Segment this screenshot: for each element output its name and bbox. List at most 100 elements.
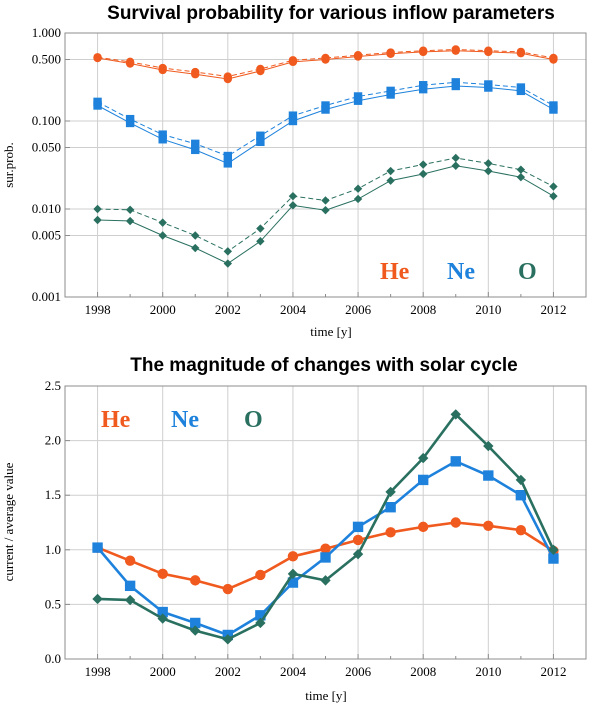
data-point-o (549, 191, 558, 201)
data-point-ne (256, 137, 265, 147)
data-point-ne (223, 159, 233, 168)
x-axis-label: time [y] (310, 324, 352, 339)
x-tick-label: 2002 (215, 302, 241, 317)
data-point-o (386, 166, 395, 176)
data-point-o (93, 204, 102, 214)
data-point-ne (320, 552, 331, 563)
data-point-he (515, 524, 527, 536)
plot-frame (64, 385, 587, 660)
series-line-o-dashed (97, 157, 554, 252)
y-tick-label: 2.0 (45, 433, 61, 448)
data-point-he (287, 551, 299, 562)
data-point-he (352, 534, 364, 546)
chart-title: Survival probability for various inflow … (107, 3, 555, 24)
y-tick-label: 1.5 (45, 487, 61, 502)
x-tick-label: 2012 (540, 664, 566, 679)
y-tick-label: 0.010 (32, 201, 61, 216)
data-point-ne (191, 139, 200, 149)
data-point-ne (288, 116, 298, 126)
data-point-o (484, 166, 493, 176)
data-point-he (223, 72, 233, 81)
annotation-o: O (244, 407, 263, 433)
data-point-he (450, 517, 461, 528)
data-point-o (549, 182, 558, 191)
data-point-ne (223, 151, 233, 161)
data-point-o (451, 153, 460, 163)
data-point-o (256, 237, 265, 246)
data-point-he (320, 543, 331, 554)
data-point-o (288, 191, 298, 201)
data-point-ne (548, 553, 559, 564)
axis-ticks: 1998 2000 2002 2004 2006 2008 2010 2012 0.001 0.0… (32, 25, 587, 317)
x-tick-label: 2008 (410, 664, 436, 679)
data-point-o (516, 165, 526, 174)
data-point-he (125, 57, 135, 67)
annotation-o: O (518, 259, 537, 285)
x-tick-label: 2006 (345, 664, 372, 679)
data-point-ne (288, 111, 298, 120)
data-point-ne (483, 470, 494, 481)
data-point-he (124, 555, 136, 566)
data-point-ne (190, 617, 201, 629)
data-point-o (190, 625, 201, 636)
data-point-o (191, 243, 200, 253)
x-tick-label: 1998 (85, 664, 111, 679)
data-point-he (222, 583, 234, 595)
annotation-he: He (101, 407, 131, 433)
data-point-o (516, 172, 526, 182)
data-point-o (353, 184, 363, 193)
data-point-he (157, 568, 168, 580)
data-point-ne (92, 542, 103, 553)
data-point-ne (451, 78, 460, 87)
x-tick-label: 2004 (280, 664, 307, 679)
data-point-o (158, 231, 167, 240)
survival-probability-chart: Survival probability for various inflow … (1, 3, 587, 339)
data-point-o (484, 159, 493, 168)
data-point-ne (418, 81, 428, 90)
data-point-he (418, 46, 428, 55)
data-point-he (484, 46, 493, 55)
data-point-he (386, 48, 395, 57)
data-point-o (125, 216, 135, 226)
data-point-o (191, 231, 200, 240)
solar-cycle-chart: The magnitude of changes with solar cycl… (1, 355, 587, 703)
y-axis-label: current / average value (1, 462, 16, 581)
data-point-he (158, 63, 167, 73)
data-point-ne (353, 96, 363, 105)
data-point-he (353, 50, 363, 60)
x-axis-label: time [y] (305, 688, 347, 703)
annotation-he: He (380, 259, 410, 285)
y-axis-label: sur.prob. (1, 142, 16, 188)
y-tick-label: 0.001 (32, 289, 61, 304)
data-point-he (516, 47, 526, 57)
data-point-ne (191, 145, 200, 155)
grid (65, 33, 586, 297)
y-tick-label: 1.0 (45, 542, 61, 557)
series-line-ne (97, 85, 554, 164)
grid (65, 386, 586, 659)
x-tick-label: 2012 (540, 302, 566, 317)
data-point-o (321, 196, 330, 205)
data-point-he (549, 53, 558, 63)
data-point-o (256, 224, 265, 233)
data-point-o (93, 215, 102, 225)
data-point-ne (158, 135, 167, 144)
data-point-o (515, 474, 527, 486)
data-point-ne (158, 130, 167, 139)
data-point-ne (287, 577, 299, 588)
data-point-he (483, 520, 494, 531)
data-point-o (222, 634, 234, 645)
data-point-he (321, 53, 330, 63)
y-tick-label: 0.100 (32, 113, 61, 128)
data-point-ne (450, 456, 461, 467)
data-point-o (288, 201, 298, 210)
data-point-ne (321, 101, 330, 110)
series-line-ne-dashed (97, 81, 554, 157)
data-point-he (190, 575, 201, 586)
axis-ticks: 1998 2000 2002 2004 2006 2008 2010 2012 0.0 0.5 1.… (45, 378, 587, 679)
data-point-o (418, 160, 428, 169)
data-point-he (256, 64, 265, 74)
data-point-o (223, 247, 233, 256)
y-tick-label: 1.000 (32, 25, 61, 40)
